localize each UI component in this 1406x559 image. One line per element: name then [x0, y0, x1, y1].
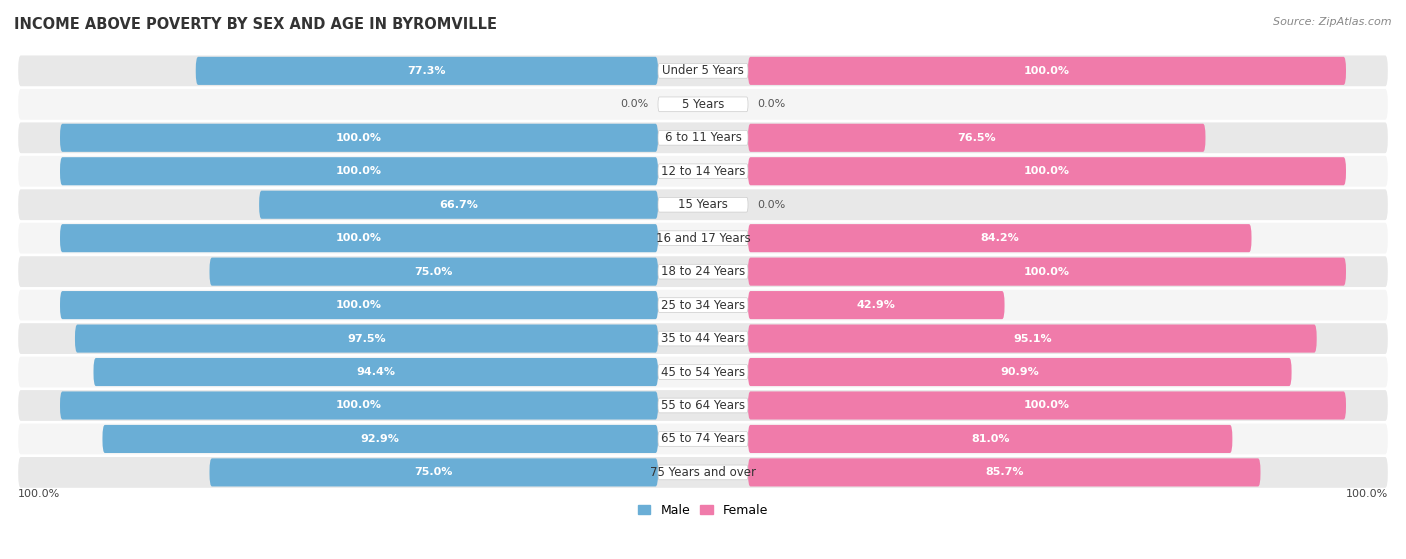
FancyBboxPatch shape — [748, 57, 1346, 85]
Text: 90.9%: 90.9% — [1001, 367, 1039, 377]
FancyBboxPatch shape — [18, 357, 1388, 387]
Text: 75.0%: 75.0% — [415, 267, 453, 277]
FancyBboxPatch shape — [658, 364, 748, 380]
Text: 0.0%: 0.0% — [758, 200, 786, 210]
FancyBboxPatch shape — [748, 425, 1233, 453]
Text: INCOME ABOVE POVERTY BY SEX AND AGE IN BYROMVILLE: INCOME ABOVE POVERTY BY SEX AND AGE IN B… — [14, 17, 498, 32]
Text: 100.0%: 100.0% — [336, 133, 382, 143]
FancyBboxPatch shape — [18, 390, 1388, 421]
Text: 42.9%: 42.9% — [856, 300, 896, 310]
Text: 100.0%: 100.0% — [336, 300, 382, 310]
Legend: Male, Female: Male, Female — [633, 499, 773, 522]
FancyBboxPatch shape — [658, 298, 748, 312]
FancyBboxPatch shape — [209, 258, 658, 286]
Text: 12 to 14 Years: 12 to 14 Years — [661, 165, 745, 178]
FancyBboxPatch shape — [748, 391, 1346, 420]
Text: 100.0%: 100.0% — [336, 166, 382, 176]
FancyBboxPatch shape — [18, 323, 1388, 354]
FancyBboxPatch shape — [658, 64, 748, 78]
Text: 95.1%: 95.1% — [1014, 334, 1052, 344]
FancyBboxPatch shape — [748, 358, 1292, 386]
FancyBboxPatch shape — [748, 291, 1004, 319]
FancyBboxPatch shape — [748, 124, 1205, 152]
FancyBboxPatch shape — [748, 258, 1346, 286]
FancyBboxPatch shape — [93, 358, 658, 386]
FancyBboxPatch shape — [195, 57, 658, 85]
FancyBboxPatch shape — [658, 432, 748, 446]
FancyBboxPatch shape — [748, 325, 1316, 353]
FancyBboxPatch shape — [18, 55, 1388, 86]
Text: 5 Years: 5 Years — [682, 98, 724, 111]
FancyBboxPatch shape — [748, 224, 1251, 252]
FancyBboxPatch shape — [103, 425, 658, 453]
FancyBboxPatch shape — [18, 457, 1388, 488]
Text: 100.0%: 100.0% — [336, 400, 382, 410]
FancyBboxPatch shape — [60, 291, 658, 319]
Text: 81.0%: 81.0% — [972, 434, 1010, 444]
FancyBboxPatch shape — [658, 197, 748, 212]
Text: 65 to 74 Years: 65 to 74 Years — [661, 433, 745, 446]
FancyBboxPatch shape — [18, 156, 1388, 187]
Text: 100.0%: 100.0% — [1024, 400, 1070, 410]
FancyBboxPatch shape — [18, 223, 1388, 254]
Text: 92.9%: 92.9% — [361, 434, 399, 444]
Text: 45 to 54 Years: 45 to 54 Years — [661, 366, 745, 378]
Text: 84.2%: 84.2% — [980, 233, 1019, 243]
Text: 85.7%: 85.7% — [986, 467, 1024, 477]
FancyBboxPatch shape — [18, 256, 1388, 287]
FancyBboxPatch shape — [60, 157, 658, 185]
Text: 6 to 11 Years: 6 to 11 Years — [665, 131, 741, 144]
Text: Source: ZipAtlas.com: Source: ZipAtlas.com — [1274, 17, 1392, 27]
FancyBboxPatch shape — [748, 157, 1346, 185]
Text: 66.7%: 66.7% — [439, 200, 478, 210]
Text: 0.0%: 0.0% — [620, 100, 648, 110]
Text: 100.0%: 100.0% — [1346, 489, 1388, 499]
Text: 77.3%: 77.3% — [408, 66, 446, 76]
Text: 35 to 44 Years: 35 to 44 Years — [661, 332, 745, 345]
Text: 100.0%: 100.0% — [18, 489, 60, 499]
Text: 100.0%: 100.0% — [336, 233, 382, 243]
FancyBboxPatch shape — [658, 398, 748, 413]
Text: 16 and 17 Years: 16 and 17 Years — [655, 231, 751, 245]
Text: 100.0%: 100.0% — [1024, 267, 1070, 277]
Text: 75 Years and over: 75 Years and over — [650, 466, 756, 479]
Text: 0.0%: 0.0% — [758, 100, 786, 110]
FancyBboxPatch shape — [209, 458, 658, 486]
Text: 55 to 64 Years: 55 to 64 Years — [661, 399, 745, 412]
FancyBboxPatch shape — [18, 424, 1388, 454]
Text: 75.0%: 75.0% — [415, 467, 453, 477]
Text: 94.4%: 94.4% — [356, 367, 395, 377]
FancyBboxPatch shape — [658, 264, 748, 279]
FancyBboxPatch shape — [658, 130, 748, 145]
FancyBboxPatch shape — [259, 191, 658, 219]
Text: 97.5%: 97.5% — [347, 334, 385, 344]
Text: 18 to 24 Years: 18 to 24 Years — [661, 265, 745, 278]
Text: 100.0%: 100.0% — [1024, 166, 1070, 176]
FancyBboxPatch shape — [658, 164, 748, 179]
FancyBboxPatch shape — [60, 224, 658, 252]
FancyBboxPatch shape — [748, 458, 1261, 486]
FancyBboxPatch shape — [18, 122, 1388, 153]
FancyBboxPatch shape — [658, 231, 748, 245]
Text: 100.0%: 100.0% — [1024, 66, 1070, 76]
FancyBboxPatch shape — [18, 290, 1388, 320]
Text: Under 5 Years: Under 5 Years — [662, 64, 744, 77]
Text: 15 Years: 15 Years — [678, 198, 728, 211]
FancyBboxPatch shape — [658, 97, 748, 112]
FancyBboxPatch shape — [60, 124, 658, 152]
FancyBboxPatch shape — [18, 89, 1388, 120]
FancyBboxPatch shape — [60, 391, 658, 420]
FancyBboxPatch shape — [658, 331, 748, 346]
FancyBboxPatch shape — [658, 465, 748, 480]
FancyBboxPatch shape — [18, 190, 1388, 220]
Text: 76.5%: 76.5% — [957, 133, 995, 143]
FancyBboxPatch shape — [75, 325, 658, 353]
Text: 25 to 34 Years: 25 to 34 Years — [661, 299, 745, 311]
